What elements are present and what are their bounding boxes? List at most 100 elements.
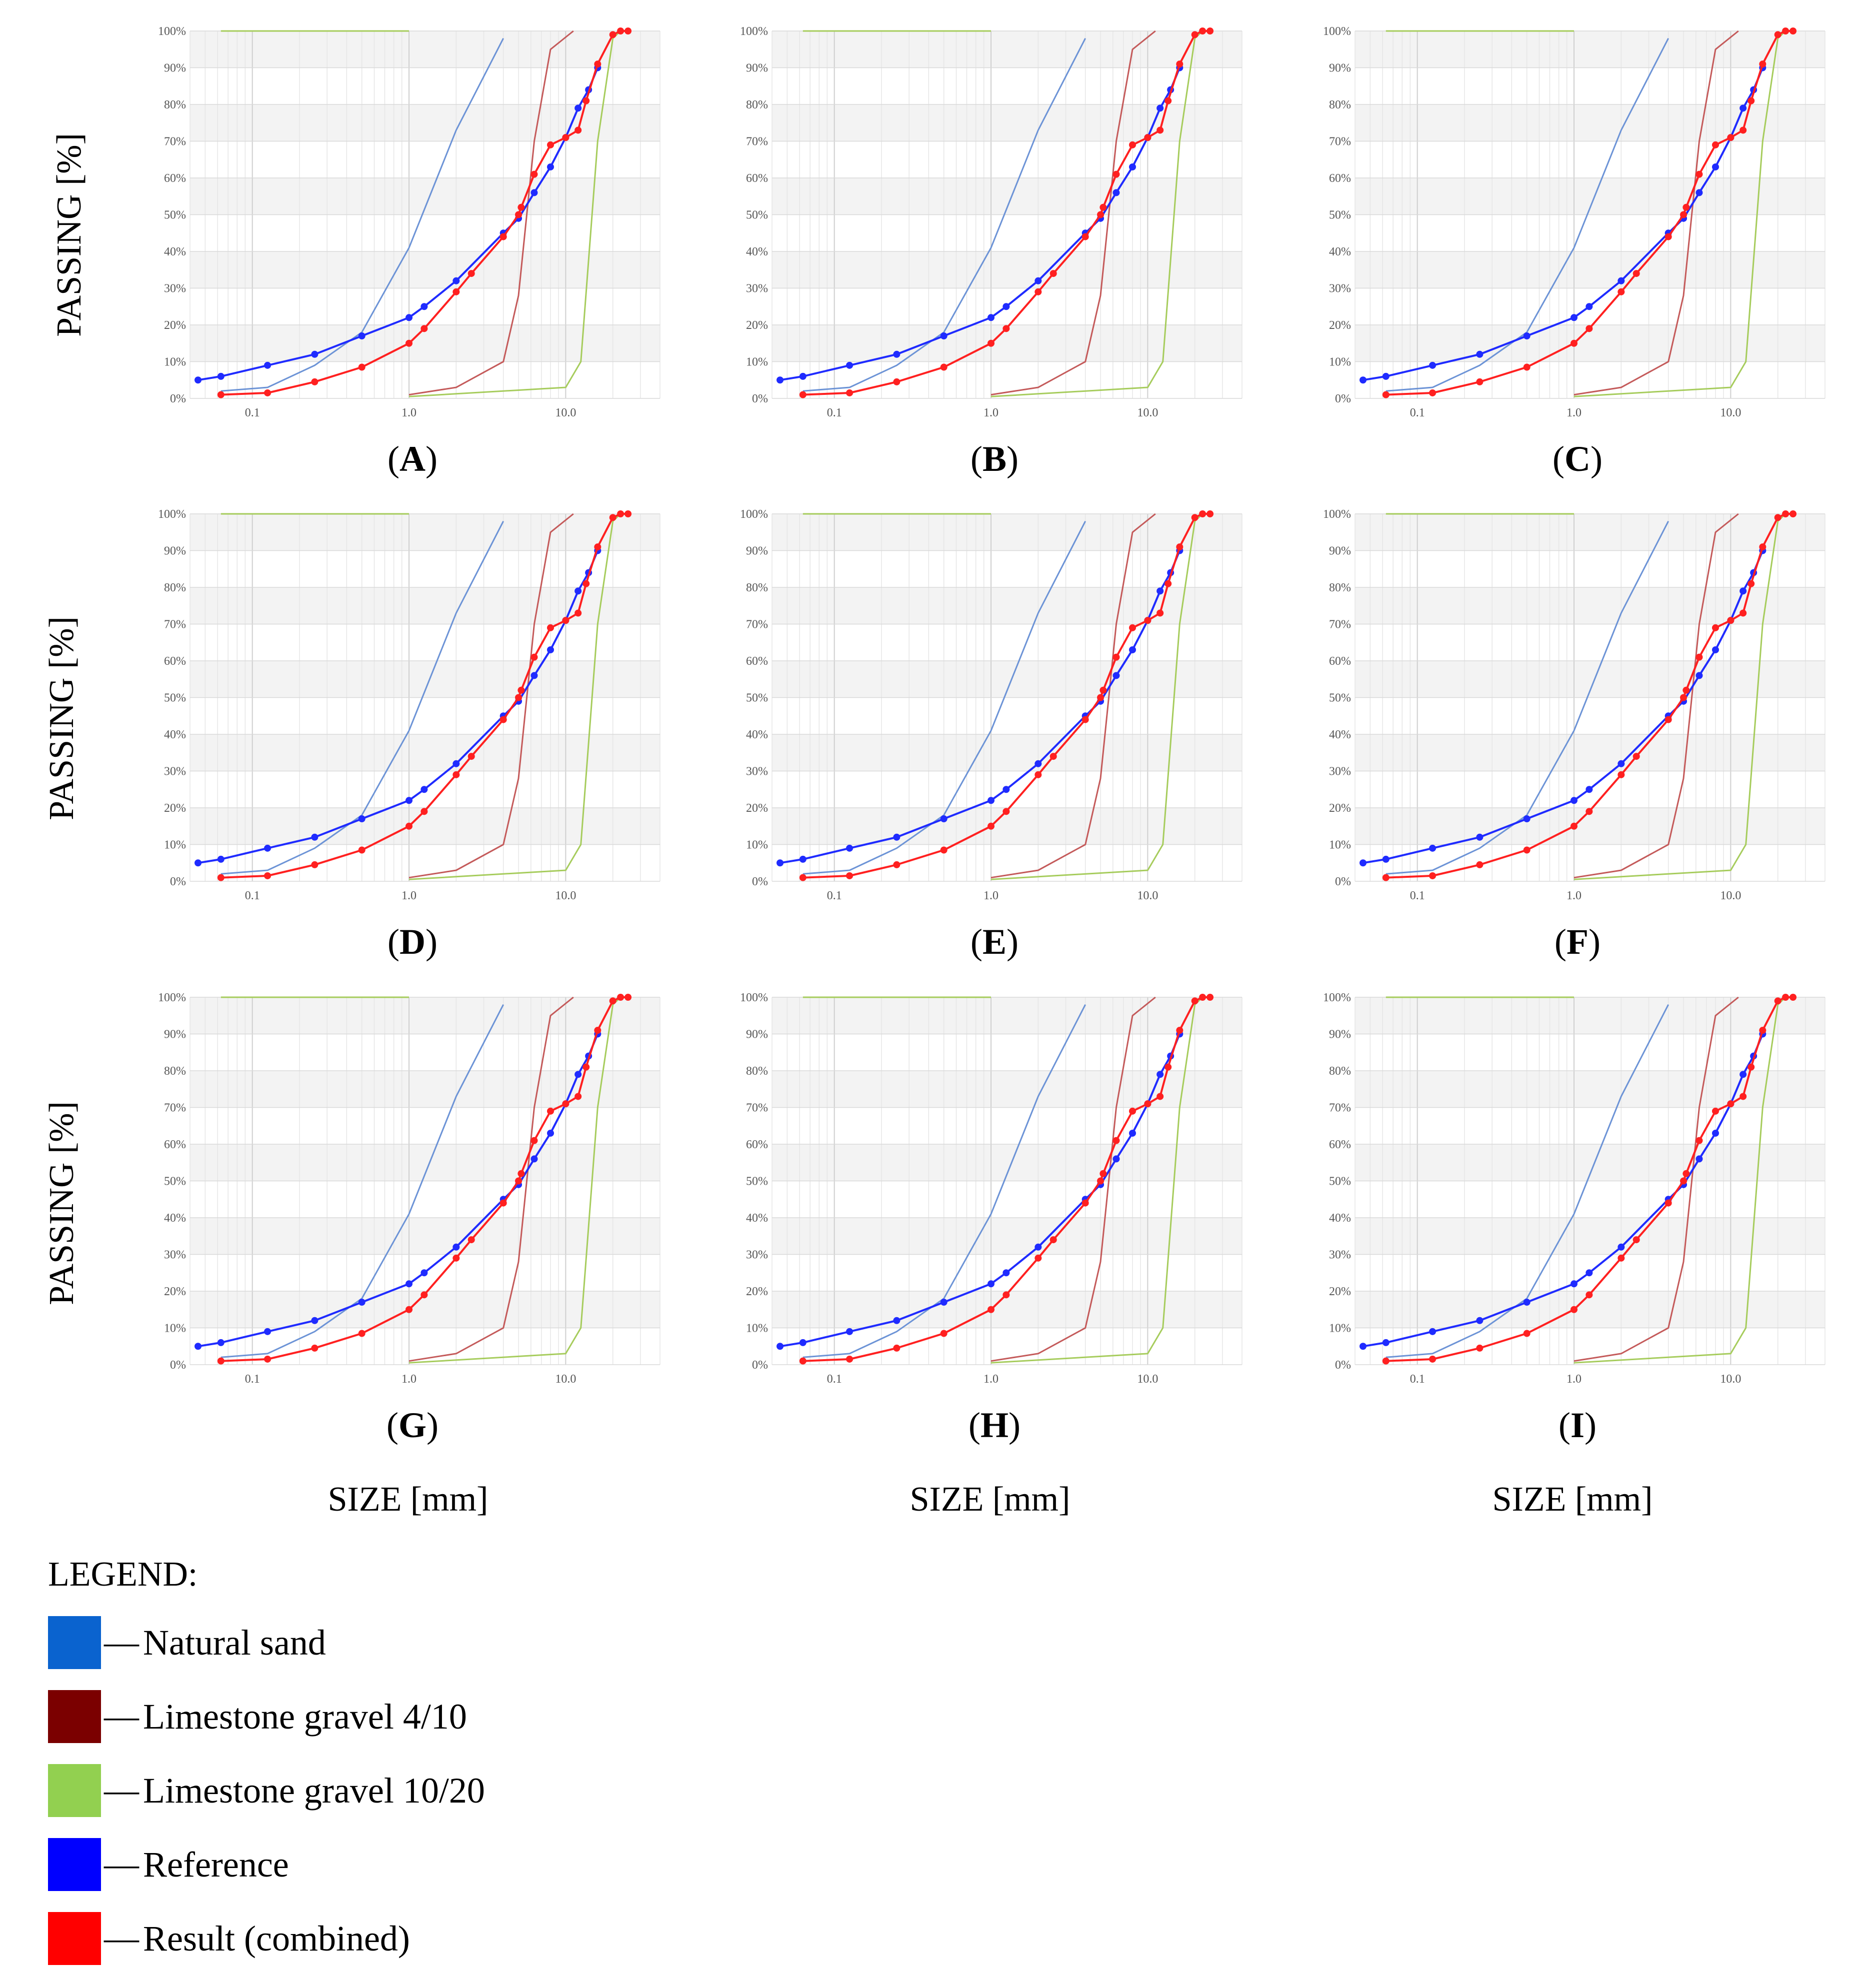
y-tick-label: 50% [164, 209, 186, 222]
series-result-combined-point [1523, 846, 1530, 854]
series-result-combined-point [358, 363, 366, 371]
series-result-combined-point [617, 27, 624, 34]
legend-item-reference: — Reference [48, 1828, 485, 1902]
series-result-combined-point [1748, 1063, 1755, 1071]
chart-panel-d: 0% 10% 20% 30% 40% 50% 60% 70% 80% 90% 100% 0.1 1.0 1… [158, 508, 660, 902]
y-axis-label-row-2: PASSING [%] [42, 616, 81, 820]
series-result-combined-point [562, 1100, 570, 1108]
y-tick-label: 10% [746, 356, 768, 369]
legend-swatch [48, 1764, 101, 1817]
series-result-combined-point [515, 1177, 522, 1185]
y-tick-label: 80% [746, 1065, 768, 1078]
series-reference-point [217, 1339, 224, 1346]
series-result-combined-point [1191, 514, 1198, 521]
x-tick-label: 1.0 [402, 889, 416, 902]
y-tick-label: 70% [746, 1102, 768, 1115]
x-tick-label: 10.0 [555, 406, 576, 419]
y-tick-label: 80% [1329, 1065, 1351, 1078]
series-result-combined-point [1100, 203, 1107, 211]
series-reference-line [198, 1033, 599, 1348]
y-tick-label: 40% [1329, 245, 1351, 258]
series-result-combined-point [1191, 31, 1198, 38]
series-reference-point [1156, 104, 1164, 112]
series-result-combined-point [1523, 363, 1530, 371]
series-result-combined-point [217, 1357, 224, 1365]
grid-band [1355, 1071, 1825, 1108]
series-result-combined-point [582, 97, 590, 104]
y-tick-label: 40% [746, 728, 768, 741]
series-result-combined-point [1759, 60, 1766, 68]
x-tick-label: 0.1 [245, 1373, 260, 1386]
series-result-combined-line [1386, 513, 1793, 879]
y-tick-label: 10% [1329, 356, 1351, 369]
y-tick-label: 90% [746, 62, 768, 75]
y-tick-label: 50% [746, 692, 768, 705]
series-limestone-gravel-4-10-line [1574, 30, 1739, 396]
y-axis-label-row-3: PASSING [%] [42, 1101, 81, 1305]
y-tick-label: 60% [746, 172, 768, 185]
series-result-combined-point [1748, 580, 1755, 587]
series-result-combined-point [1199, 27, 1206, 34]
y-tick-label: 90% [164, 1028, 186, 1041]
y-tick-label: 10% [164, 839, 186, 852]
series-limestone-gravel-4-10-line [408, 513, 574, 879]
y-tick-label: 90% [1329, 545, 1351, 558]
series-result-combined-point [1034, 771, 1042, 778]
y-tick-label: 90% [1329, 62, 1351, 75]
series-result-combined-point [988, 1306, 995, 1313]
series-result-combined-point [452, 1254, 460, 1262]
series-result-combined-point [799, 874, 806, 881]
series-result-combined-point [1144, 1100, 1152, 1108]
series-reference-point [1523, 332, 1530, 340]
grid-band [772, 997, 1242, 1034]
series-natural-sand-line [220, 521, 504, 875]
series-result-combined-point [1632, 753, 1640, 760]
series-result-combined-point [217, 391, 224, 398]
series-result-combined-point [609, 514, 616, 521]
grid-band [1355, 104, 1825, 141]
y-tick-label: 50% [746, 209, 768, 222]
x-tick-label: 1.0 [1566, 406, 1582, 419]
y-tick-label: 50% [1329, 209, 1351, 222]
y-tick-label: 0% [1335, 1359, 1351, 1372]
series-reference-line [1362, 67, 1764, 381]
legend-title: LEGEND: [48, 1555, 198, 1594]
series-limestone-gravel-4-10-line [1574, 513, 1739, 879]
y-tick-label: 60% [164, 172, 186, 185]
series-result-combined-point [406, 339, 413, 347]
series-result-combined-point [846, 389, 854, 396]
series-result-combined-point [1034, 1254, 1042, 1262]
series-reference-point [1112, 672, 1120, 679]
panel-label-g: (G) [386, 1405, 438, 1445]
y-tick-label: 70% [746, 135, 768, 148]
series-limestone-gravel-4-10-line [408, 996, 574, 1362]
y-tick-label: 30% [746, 765, 768, 778]
x-tick-label: 10.0 [1137, 1373, 1158, 1386]
series-result-combined-point [1176, 60, 1184, 68]
grid-band [190, 251, 660, 288]
x-tick-label: 10.0 [1720, 1373, 1741, 1386]
x-tick-label: 10.0 [555, 1373, 576, 1386]
series-result-combined-point [358, 846, 366, 854]
y-tick-label: 0% [752, 392, 768, 405]
panel-label-i: (I) [1558, 1405, 1596, 1445]
series-reference-point [988, 797, 995, 804]
series-reference-point [1382, 855, 1390, 863]
y-tick-label: 30% [164, 765, 186, 778]
series-reference-point [1523, 815, 1530, 823]
series-result-combined-point [1429, 1355, 1436, 1363]
y-tick-label: 100% [158, 508, 186, 521]
series-result-combined-point [1680, 1177, 1688, 1185]
series-reference-point [1712, 1129, 1719, 1137]
x-tick-label: 10.0 [1720, 406, 1741, 419]
series-result-combined-point [1682, 686, 1690, 694]
series-result-combined-point [846, 1355, 854, 1363]
series-reference-point [893, 1317, 900, 1324]
y-tick-label: 100% [158, 991, 186, 1004]
series-result-combined-point [1782, 27, 1790, 34]
series-result-combined-point [1664, 716, 1672, 723]
series-result-combined-point [1144, 617, 1152, 624]
grid-band [1355, 31, 1825, 68]
series-reference-point [1112, 1155, 1120, 1163]
series-reference-point [799, 855, 806, 863]
